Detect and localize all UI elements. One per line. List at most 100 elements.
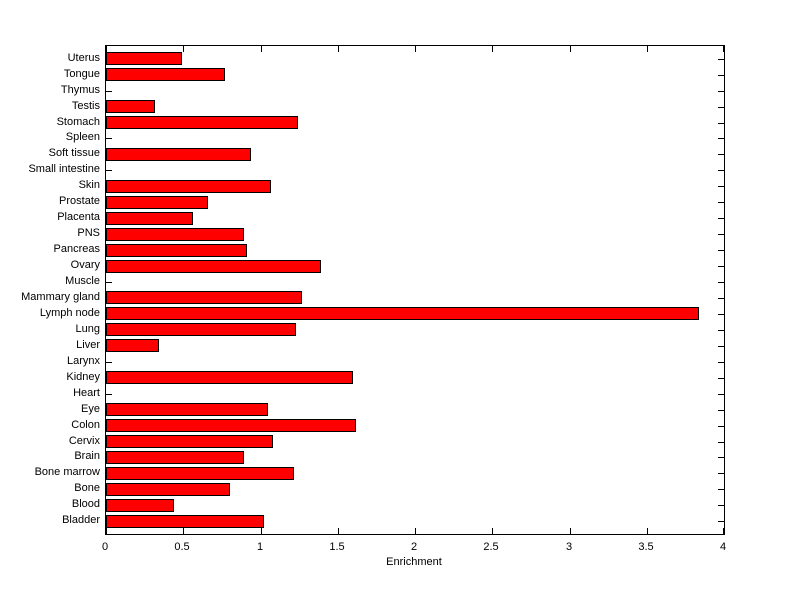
bar-pns: [106, 228, 244, 241]
y-label-lung: Lung: [75, 323, 100, 335]
x-tick-top-3.5: [647, 46, 648, 52]
x-tick-top-0: [106, 46, 107, 52]
y-tick-right-bladder: [718, 521, 724, 522]
x-tick-3: [570, 528, 571, 534]
y-tick-right-bone-marrow: [718, 473, 724, 474]
y-tick-right-pancreas: [718, 250, 724, 251]
y-label-pns: PNS: [77, 227, 100, 239]
y-label-blood: Blood: [71, 498, 100, 510]
y-tick-right-thymus: [718, 91, 724, 92]
x-tick-top-4: [723, 46, 724, 52]
bar-bone: [106, 483, 230, 496]
bar-bone-marrow: [106, 467, 294, 480]
x-tick-3.5: [647, 528, 648, 534]
bar-uterus: [106, 52, 182, 65]
y-label-heart: Heart: [73, 387, 100, 399]
y-label-testis: Testis: [71, 100, 100, 112]
y-tick-muscle: [106, 282, 112, 283]
y-label-bone-marrow: Bone marrow: [34, 466, 100, 478]
y-tick-right-bone: [718, 489, 724, 490]
bar-tongue: [106, 68, 225, 81]
x-tick-label-0.5: 0.5: [174, 541, 190, 553]
y-tick-right-blood: [718, 505, 724, 506]
bar-lung: [106, 323, 296, 336]
x-axis-label: Enrichment: [386, 556, 442, 568]
y-tick-right-soft-tissue: [718, 154, 724, 155]
y-label-larynx: Larynx: [66, 355, 100, 367]
x-tick-label-4: 4: [719, 541, 727, 553]
y-tick-right-uterus: [718, 59, 724, 60]
x-tick-top-1: [261, 46, 262, 52]
y-label-lymph-node: Lymph node: [39, 307, 100, 319]
x-tick-label-1.5: 1.5: [329, 541, 345, 553]
y-tick-right-muscle: [718, 282, 724, 283]
bar-soft-tissue: [106, 148, 251, 161]
y-tick-spleen: [106, 138, 112, 139]
x-tick-2: [415, 528, 416, 534]
bar-kidney: [106, 371, 353, 384]
y-label-pancreas: Pancreas: [53, 243, 100, 255]
y-tick-right-cervix: [718, 442, 724, 443]
x-tick-0: [106, 528, 107, 534]
y-tick-right-colon: [718, 426, 724, 427]
y-tick-right-brain: [718, 457, 724, 458]
y-label-tongue: Tongue: [63, 68, 100, 80]
x-tick-top-2.5: [492, 46, 493, 52]
y-label-cervix: Cervix: [68, 435, 100, 447]
bar-blood: [106, 499, 174, 512]
y-label-muscle: Muscle: [65, 275, 100, 287]
y-label-placenta: Placenta: [57, 211, 100, 223]
bar-eye: [106, 403, 268, 416]
x-tick-0.5: [183, 528, 184, 534]
x-tick-top-2: [415, 46, 416, 52]
bar-stomach: [106, 116, 298, 129]
bar-prostate: [106, 196, 208, 209]
bar-liver: [106, 339, 159, 352]
y-label-colon: Colon: [71, 419, 100, 431]
bar-testis: [106, 100, 155, 113]
x-tick-top-1.5: [338, 46, 339, 52]
x-tick-label-3.5: 3.5: [638, 541, 654, 553]
y-tick-right-larynx: [718, 362, 724, 363]
x-tick-top-0.5: [183, 46, 184, 52]
y-label-uterus: Uterus: [67, 52, 100, 64]
bar-bladder: [106, 515, 264, 528]
x-tick-2.5: [492, 528, 493, 534]
y-tick-small-intestine: [106, 170, 112, 171]
y-label-mammary-gland: Mammary gland: [21, 291, 100, 303]
x-tick-label-2: 2: [410, 541, 418, 553]
x-tick-label-0: 0: [101, 541, 109, 553]
x-tick-label-3: 3: [565, 541, 573, 553]
y-label-skin: Skin: [78, 179, 100, 191]
y-label-prostate: Prostate: [59, 195, 100, 207]
y-tick-larynx: [106, 362, 112, 363]
bar-pancreas: [106, 244, 247, 257]
y-tick-right-ovary: [718, 266, 724, 267]
y-tick-right-small-intestine: [718, 170, 724, 171]
bar-mammary-gland: [106, 291, 302, 304]
y-label-small-intestine: Small intestine: [28, 163, 100, 175]
y-tick-right-liver: [718, 346, 724, 347]
x-tick-top-3: [570, 46, 571, 52]
y-tick-right-skin: [718, 186, 724, 187]
y-label-bladder: Bladder: [62, 514, 100, 526]
y-label-bone: Bone: [74, 482, 100, 494]
bar-skin: [106, 180, 271, 193]
y-label-eye: Eye: [81, 403, 100, 415]
y-tick-right-prostate: [718, 202, 724, 203]
bar-placenta: [106, 212, 193, 225]
x-tick-4: [723, 528, 724, 534]
x-tick-1: [261, 528, 262, 534]
plot-area: [105, 45, 725, 535]
y-tick-heart: [106, 394, 112, 395]
y-label-thymus: Thymus: [60, 84, 100, 96]
y-tick-right-mammary-gland: [718, 298, 724, 299]
y-tick-right-heart: [718, 394, 724, 395]
y-label-stomach: Stomach: [56, 116, 100, 128]
bar-lymph-node: [106, 307, 699, 320]
y-label-kidney: Kidney: [66, 371, 100, 383]
y-tick-right-placenta: [718, 218, 724, 219]
y-tick-right-pns: [718, 234, 724, 235]
y-tick-right-lymph-node: [718, 314, 724, 315]
